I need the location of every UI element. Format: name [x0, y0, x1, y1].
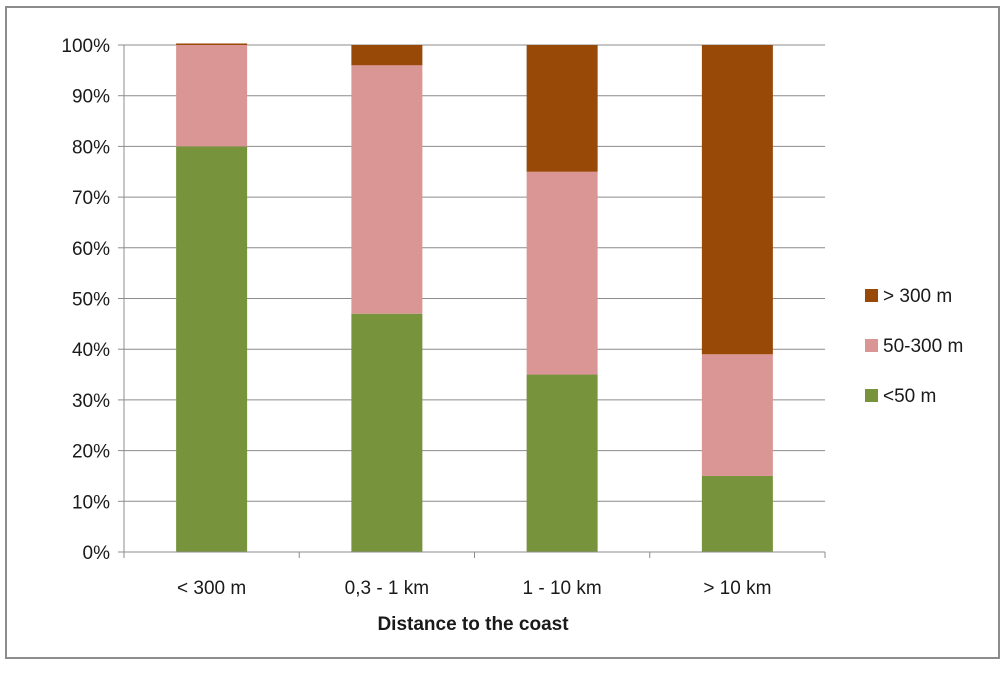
bar-segment	[526, 45, 598, 172]
x-tick-label: 1 - 10 km	[523, 578, 602, 599]
bar-segment	[176, 45, 248, 147]
bars	[176, 43, 773, 552]
y-tick-label: 10%	[72, 492, 110, 513]
legend-swatch	[865, 389, 878, 402]
x-tick-label: < 300 m	[177, 578, 246, 599]
bar-segment	[351, 65, 423, 314]
bar-segment	[176, 146, 248, 552]
x-tick-label: > 10 km	[703, 578, 771, 599]
y-tick-label: 0%	[83, 543, 111, 564]
y-tick-label: 40%	[72, 340, 110, 361]
stacked-bar-chart: 0% 10% 20% 30% 40% 50% 60% 70% 80% 90% 100% < 300 …	[61, 36, 963, 635]
x-tick-label: 0,3 - 1 km	[345, 578, 429, 599]
y-tick-label: 100%	[61, 36, 110, 57]
x-axis-title: Distance to the coast	[377, 614, 569, 635]
bar-segment	[526, 374, 598, 552]
y-tick-label: 70%	[72, 188, 110, 209]
legend-swatch	[865, 339, 878, 352]
bar-segment	[176, 43, 248, 45]
y-tick-label: 30%	[72, 391, 110, 412]
y-tick-label: 60%	[72, 239, 110, 260]
legend-label: <50 m	[883, 386, 936, 407]
bar-segment	[351, 45, 423, 66]
y-tick-label: 80%	[72, 137, 110, 158]
y-tick-label: 50%	[72, 290, 110, 311]
legend-label: > 300 m	[883, 286, 952, 307]
bar-segment	[701, 475, 773, 552]
bar-segment	[526, 171, 598, 375]
bar-segment	[351, 313, 423, 552]
x-tick-labels: < 300 m 0,3 - 1 km 1 - 10 km > 10 km	[177, 578, 771, 599]
legend-label: 50-300 m	[883, 336, 963, 357]
y-tick-label: 90%	[72, 87, 110, 108]
legend-swatch	[865, 289, 878, 302]
legend: > 300 m 50-300 m <50 m	[865, 286, 963, 407]
y-tick-labels: 0% 10% 20% 30% 40% 50% 60% 70% 80% 90% 100%	[61, 36, 110, 564]
axes	[118, 44, 826, 558]
bar-segment	[701, 354, 773, 476]
chart-frame: 0% 10% 20% 30% 40% 50% 60% 70% 80% 90% 100% < 300 …	[5, 6, 1000, 659]
y-tick-label: 20%	[72, 442, 110, 463]
bar-segment	[701, 45, 773, 355]
